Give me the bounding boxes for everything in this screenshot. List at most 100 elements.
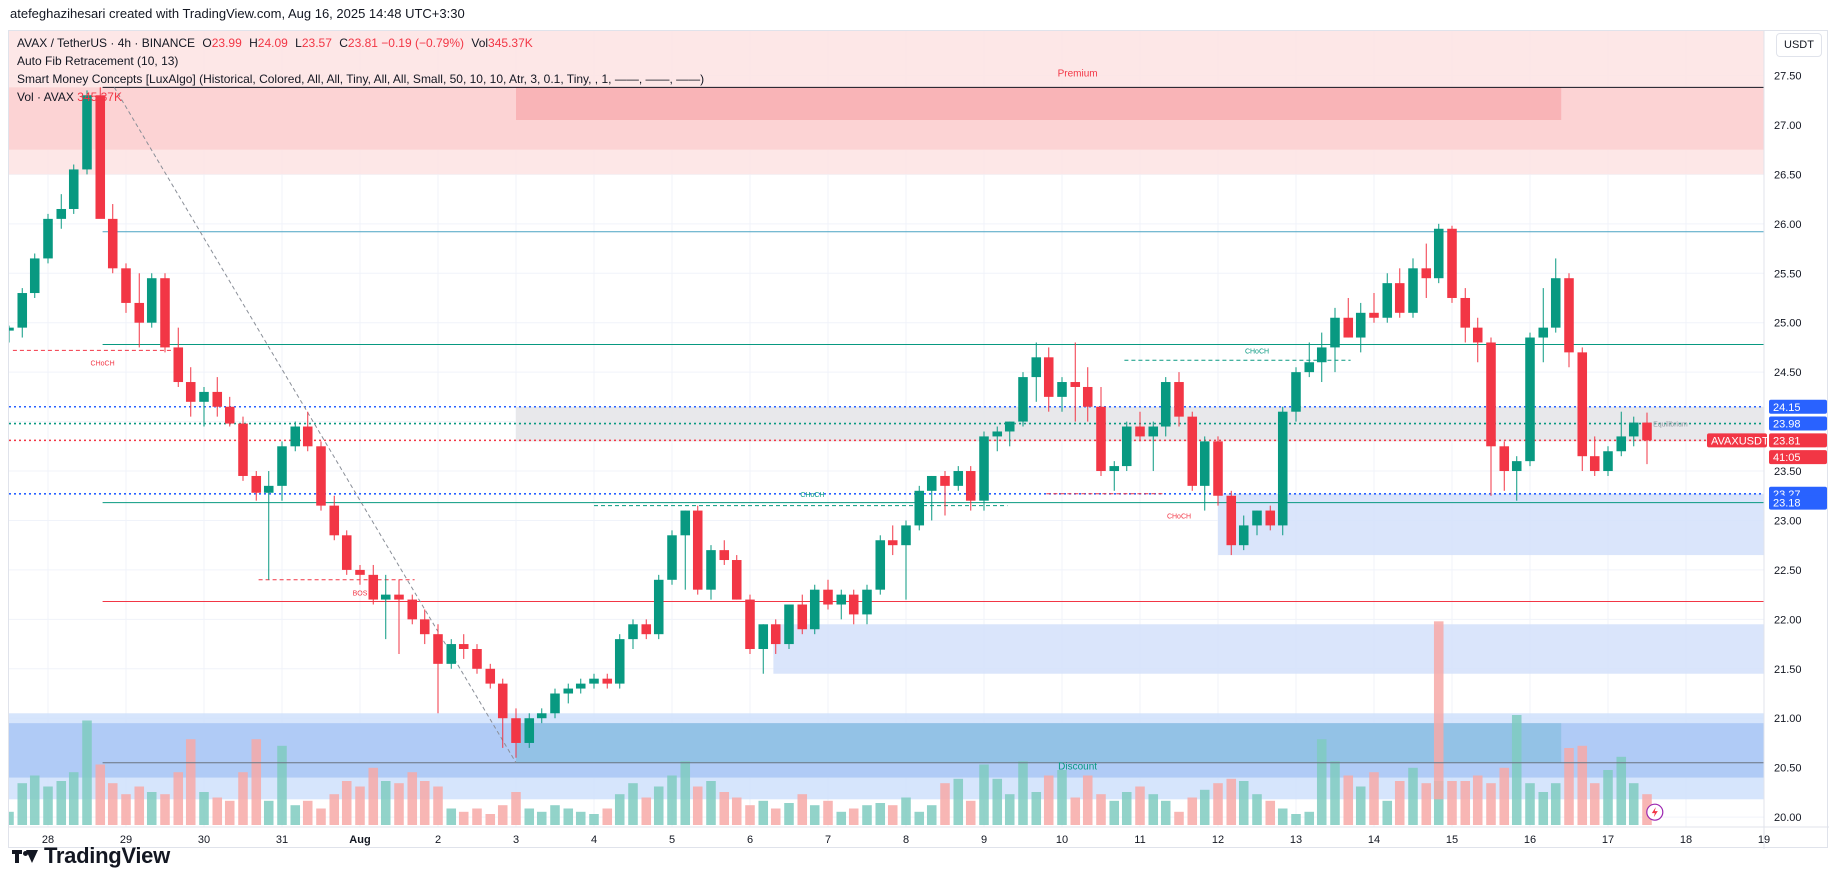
candle[interactable] (1460, 288, 1471, 343)
tradingview-logo[interactable]: TradingView (12, 843, 170, 869)
candle[interactable] (979, 431, 989, 511)
candle[interactable] (1121, 421, 1132, 472)
candle[interactable] (524, 713, 535, 748)
candle[interactable] (1226, 490, 1237, 556)
candle[interactable] (1109, 461, 1120, 491)
candle[interactable] (1148, 421, 1159, 472)
candle[interactable] (1096, 386, 1106, 476)
candle[interactable] (641, 619, 652, 640)
candle[interactable] (497, 678, 508, 748)
candle[interactable] (836, 589, 847, 620)
candle[interactable] (1199, 436, 1210, 511)
chart-frame[interactable]: Premium Discount Equilibrium CHoCH BOS CHoCH C… (8, 30, 1829, 849)
candle[interactable] (17, 288, 28, 338)
candle[interactable] (1174, 372, 1184, 427)
candle[interactable] (238, 416, 248, 481)
candle[interactable] (134, 273, 145, 348)
candle[interactable] (875, 535, 886, 595)
candle[interactable] (43, 213, 53, 264)
candle[interactable] (1265, 505, 1276, 531)
candle[interactable] (277, 441, 287, 501)
candle[interactable] (1603, 446, 1613, 476)
candle[interactable] (731, 555, 742, 600)
candle[interactable] (121, 263, 131, 313)
candle[interactable] (160, 273, 170, 353)
candle[interactable] (1642, 412, 1652, 465)
candle[interactable] (602, 673, 613, 689)
candle[interactable] (56, 194, 67, 229)
candle[interactable] (82, 90, 92, 175)
candle[interactable] (563, 683, 574, 704)
candle[interactable] (472, 644, 482, 674)
candle[interactable] (1277, 406, 1288, 536)
candle[interactable] (1538, 288, 1549, 363)
candle[interactable] (914, 485, 925, 531)
candle[interactable] (407, 594, 418, 625)
candle[interactable] (1447, 225, 1457, 303)
candle[interactable] (511, 708, 521, 758)
candle[interactable] (719, 540, 730, 565)
candle[interactable] (316, 441, 326, 511)
candle[interactable] (575, 678, 586, 694)
currency-button[interactable]: USDT (1776, 33, 1822, 57)
candle[interactable] (1187, 411, 1198, 491)
price-chart[interactable]: Premium Discount Equilibrium CHoCH BOS CHoCH C… (9, 31, 1829, 849)
candle[interactable] (433, 624, 443, 714)
candle[interactable] (1472, 317, 1483, 363)
candle[interactable] (901, 520, 911, 600)
candle[interactable] (1057, 377, 1067, 412)
candle[interactable] (926, 475, 937, 521)
candle[interactable] (419, 609, 430, 645)
candle[interactable] (329, 495, 340, 541)
candle[interactable] (355, 564, 365, 585)
candle[interactable] (1486, 337, 1496, 496)
candle[interactable] (1577, 347, 1588, 472)
candle[interactable] (341, 530, 352, 575)
candle[interactable] (589, 673, 599, 689)
candle[interactable] (667, 530, 677, 585)
replay-icon[interactable] (1646, 803, 1664, 821)
candle[interactable] (536, 708, 547, 724)
candle[interactable] (1304, 342, 1315, 378)
candle[interactable] (1018, 372, 1028, 427)
candle[interactable] (1421, 243, 1432, 298)
candle[interactable] (1343, 297, 1354, 338)
candle[interactable] (823, 579, 833, 610)
candle[interactable] (1291, 367, 1301, 422)
candle[interactable] (706, 545, 716, 600)
candle[interactable] (1135, 411, 1145, 442)
candle[interactable] (862, 584, 872, 625)
candle[interactable] (29, 253, 40, 298)
candle[interactable] (302, 411, 313, 452)
candle[interactable] (107, 204, 118, 274)
candle[interactable] (68, 164, 79, 214)
candle[interactable] (1525, 332, 1535, 467)
candle[interactable] (887, 525, 898, 556)
candle[interactable] (940, 471, 950, 516)
candle[interactable] (745, 594, 755, 654)
candle[interactable] (1408, 258, 1418, 318)
candle[interactable] (653, 574, 664, 640)
candle[interactable] (1511, 456, 1522, 501)
candle[interactable] (953, 466, 964, 491)
candle[interactable] (1252, 510, 1262, 536)
candle[interactable] (1550, 258, 1561, 333)
candle[interactable] (614, 634, 625, 689)
candle[interactable] (1160, 377, 1171, 437)
candle[interactable] (394, 579, 404, 654)
candle[interactable] (1355, 302, 1366, 353)
candle[interactable] (251, 471, 262, 501)
candle[interactable] (1433, 223, 1444, 284)
candle[interactable] (1499, 441, 1510, 491)
candle[interactable] (1564, 273, 1574, 368)
candle[interactable] (199, 386, 209, 427)
candle[interactable] (290, 421, 301, 452)
candle[interactable] (550, 688, 560, 719)
symbol-title[interactable]: AVAX / TetherUS · 4h · BINANCE (17, 36, 196, 50)
candle[interactable] (965, 466, 976, 511)
indicator-smc[interactable]: Smart Money Concepts [LuxAlgo] (Historic… (17, 72, 705, 86)
candle[interactable] (224, 396, 235, 427)
candle[interactable] (758, 624, 769, 674)
candle[interactable] (263, 471, 274, 580)
candle[interactable] (1589, 436, 1600, 476)
